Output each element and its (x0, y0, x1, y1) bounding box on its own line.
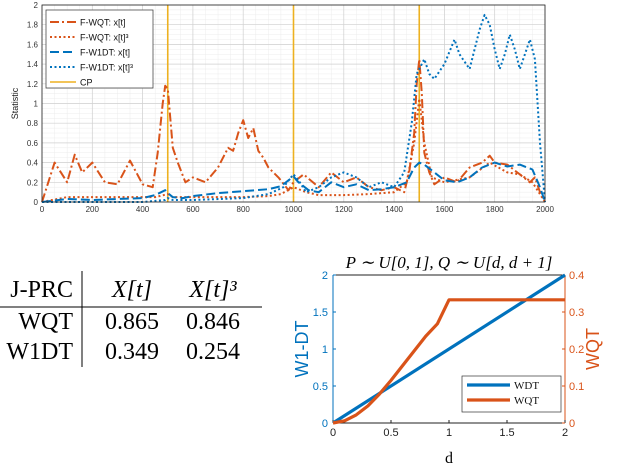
legend: WDT WQT (461, 375, 562, 413)
y-right-tick-label: 0.4 (569, 270, 584, 282)
x-tick-label: 1800 (486, 205, 504, 214)
y-tick-label: 0.6 (27, 139, 39, 148)
y-left-tick-label: 1 (322, 344, 328, 356)
y-tick-label: 1.2 (27, 80, 39, 89)
y-tick-label: 0 (34, 198, 39, 207)
table-row-1-label: W1DT (6, 339, 73, 365)
series-line-wdt (332, 273, 566, 425)
table-row-0-label: WQT (18, 309, 73, 335)
series-line-0 (41, 58, 546, 203)
y-tick-label: 0.4 (27, 159, 39, 168)
axes-box (41, 4, 546, 203)
series-line-wqt (332, 298, 565, 425)
legend-label-2: F-W1DT: x[t] (80, 48, 130, 58)
x-tick-label: 2000 (536, 205, 554, 214)
y-tick-label: 1 (34, 100, 39, 109)
y-right-tick-label: 0.1 (569, 381, 584, 393)
table-row-0-xt: 0.865 (105, 309, 159, 335)
x-axis-label: d (445, 450, 453, 467)
series-line-3 (42, 13, 546, 203)
legend-label-3: F-W1DT: x[t]³ (80, 63, 133, 73)
x-tick-label: 1400 (385, 205, 403, 214)
table-row-0-xt3: 0.846 (186, 309, 240, 335)
y-right-tick-label: 0 (569, 418, 575, 430)
x-tick-label: 0 (330, 427, 336, 439)
x-tick-label: 2 (562, 427, 568, 439)
legend-label-4: CP (80, 78, 93, 88)
legend-label-0: F-WQT: x[t] (80, 18, 126, 28)
x-tick-label: 0.5 (383, 427, 398, 439)
y-left-tick-label: 0 (322, 418, 328, 430)
x-tick-label: 1000 (285, 205, 303, 214)
x-tick-label: 1600 (436, 205, 454, 214)
legend-label-1: WQT (514, 395, 539, 407)
statistic-line-chart: 0 200 400 600 800 1000 1200 1400 1600 1800 2000 0 0.… (10, 1, 554, 214)
legend-label-1: F-WQT: x[t]³ (80, 33, 129, 43)
y-tick-label: 1.4 (27, 60, 39, 69)
x-tick-label: 1 (446, 427, 452, 439)
y-axis-label: Statistic (10, 87, 20, 119)
table-header-col-0: J-PRC (10, 277, 73, 303)
table-row-1-xt3: 0.254 (186, 339, 240, 365)
series-line-2 (41, 161, 546, 203)
x-tick-label: 400 (136, 205, 150, 214)
y-left-tick-label: 2 (322, 270, 328, 282)
y-left-axis-label: W1-DT (292, 321, 312, 378)
y-right-axis-label: WQT (583, 328, 603, 370)
y-tick-label: 0.8 (27, 119, 39, 128)
legend-box (461, 375, 562, 413)
y-left-tick-label: 0.5 (313, 381, 328, 393)
x-tick-label: 200 (86, 205, 100, 214)
table-header-col-1: X[t] (111, 277, 152, 303)
chart-title: P ∼ U[0, 1], Q ∼ U[d, d + 1] (345, 253, 553, 272)
x-tick-label: 800 (237, 205, 251, 214)
legend: F-WQT: x[t] F-WQT: x[t]³ F-W1DT: x[t] F-W1D… (45, 9, 154, 89)
x-tick-label: 600 (186, 205, 200, 214)
table-header-col-2: X[t]³ (188, 277, 237, 303)
y-tick-label: 2 (34, 1, 39, 10)
y-left-tick-label: 1.5 (313, 307, 328, 319)
y-tick-label: 1.6 (27, 40, 39, 49)
table-row-1-xt: 0.349 (105, 339, 159, 365)
x-tick-label: 1.5 (499, 427, 514, 439)
y-right-tick-label: 0.3 (569, 307, 584, 319)
x-tick-label: 1200 (335, 205, 353, 214)
y-tick-label: 1.8 (27, 21, 39, 30)
legend-label-0: WDT (514, 380, 539, 392)
y-right-tick-label: 0.2 (569, 344, 584, 356)
x-tick-label: 0 (40, 205, 45, 214)
y-tick-label: 0.2 (27, 178, 39, 187)
